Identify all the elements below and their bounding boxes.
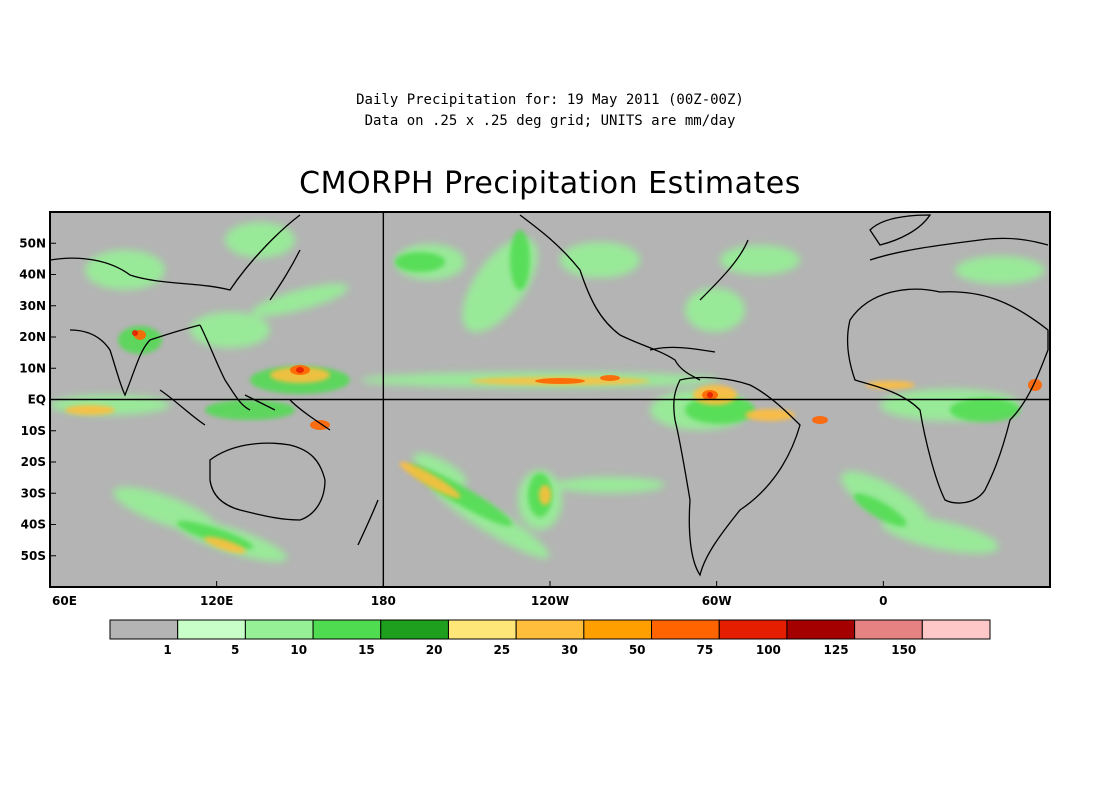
colorbar-label: 150 [891,643,916,657]
lat-tick-label: EQ [28,393,46,407]
coastlines [50,214,1049,577]
colorbar-label: 125 [824,643,849,657]
lat-tick-label: 40S [21,518,46,532]
colorbar-swatch [515,619,585,640]
map-title: CMORPH Precipitation Estimates [299,166,801,201]
colorbar-swatch [177,619,246,640]
lat-tick-label: 50S [21,549,46,563]
lat-tick-label: 30N [19,299,46,313]
longitude-axis: 60E 120E 180 120W 60W 0 [49,581,888,608]
header: Daily Precipitation for: 19 May 2011 (00… [0,90,1100,132]
colorbar-label: 50 [629,643,646,657]
lon-tick-label: 180 [371,594,396,608]
lat-tick-label: 40N [19,268,46,282]
colorbar-swatch [921,619,991,640]
precipitation-field [50,222,1045,562]
lat-tick-label: 20S [21,455,46,469]
header-grid-line: Data on .25 x .25 deg grid; UNITS are mm… [364,113,736,129]
colorbar-label: 1 [163,643,171,657]
colorbar-swatch [244,619,314,640]
latitude-axis: 50N 40N 30N 20N 10N EQ 10S 20S 30S 40S 50S [19,236,56,563]
colorbar-label: 5 [231,643,239,657]
lon-tick-label: 120E [200,594,233,608]
colorbar-swatch [651,619,720,640]
colorbar-label: 100 [756,643,781,657]
colorbar-swatch [786,619,856,640]
lat-tick-label: 20N [19,330,46,344]
lon-tick-label: 60E [52,594,77,608]
colorbar-label: 20 [426,643,443,657]
colorbar-label: 25 [493,643,510,657]
colorbar-swatch [447,619,517,640]
colorbar-swatch [583,619,653,640]
colorbar-swatch [109,619,179,640]
lat-tick-label: 50N [19,236,46,250]
colorbar-swatch [312,619,382,640]
lat-tick-label: 10S [21,424,46,438]
lat-tick-label: 10N [19,361,46,375]
header-date-line: Daily Precipitation for: 19 May 2011 (00… [356,92,744,108]
colorbar-label: 15 [358,643,375,657]
lon-tick-label: 0 [879,594,887,608]
colorbar: 1 5 10 15 20 25 30 50 75 100 125 150 [109,619,991,657]
lat-tick-label: 30S [21,486,46,500]
colorbar-label: 75 [697,643,714,657]
colorbar-label: 10 [290,643,307,657]
colorbar-swatch [718,619,788,640]
colorbar-label: 30 [561,643,578,657]
colorbar-swatch [854,619,923,640]
lon-tick-label: 120W [531,594,569,608]
lon-tick-label: 60W [702,594,732,608]
colorbar-swatch [380,619,449,640]
